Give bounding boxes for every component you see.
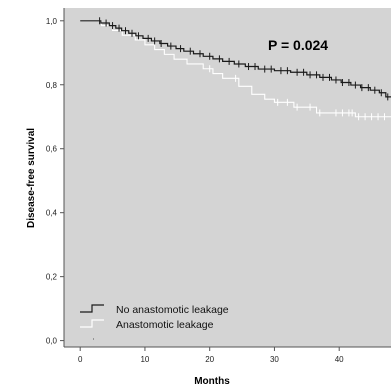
legend-label-no-leakage: No anastomotic leakage: [116, 304, 229, 316]
p-value-annotation: P = 0.024: [268, 37, 328, 53]
y-tick-label: 0,8: [46, 81, 58, 90]
x-tick-label: 40: [335, 355, 344, 364]
legend-swatch-leakage: [80, 319, 104, 328]
x-axis-title: Months: [194, 376, 230, 387]
y-axis-title: Disease-free survival: [26, 128, 37, 228]
curve-anastomotic-leakage: [80, 20, 391, 118]
y-tick-label: 0,2: [46, 273, 58, 282]
plot-area: [64, 8, 391, 347]
y-tick-label: 0,0: [46, 337, 58, 346]
x-tick-label: 20: [205, 355, 214, 364]
x-tick-label: 0: [78, 355, 83, 364]
y-axis-ticks: 0,0 0,2 0,4 0,6 0,8 1,0: [46, 17, 64, 346]
y-tick-label: 1,0: [46, 17, 58, 26]
y-tick-label: 0,6: [46, 145, 58, 154]
x-axis-ticks: 0 10 20 30 40: [78, 347, 344, 364]
survival-curves: [80, 17, 391, 121]
x-tick-label: 30: [270, 355, 279, 364]
legend: No anastomotic leakage Anastomotic leaka…: [80, 304, 229, 340]
curve-no-anastomotic-leakage: [80, 20, 391, 98]
legend-swatch-no-leakage: [80, 304, 104, 313]
legend-label-leakage: Anastomotic leakage: [116, 319, 214, 331]
y-tick-label: 0,4: [46, 209, 58, 218]
x-tick-label: 10: [140, 355, 149, 364]
